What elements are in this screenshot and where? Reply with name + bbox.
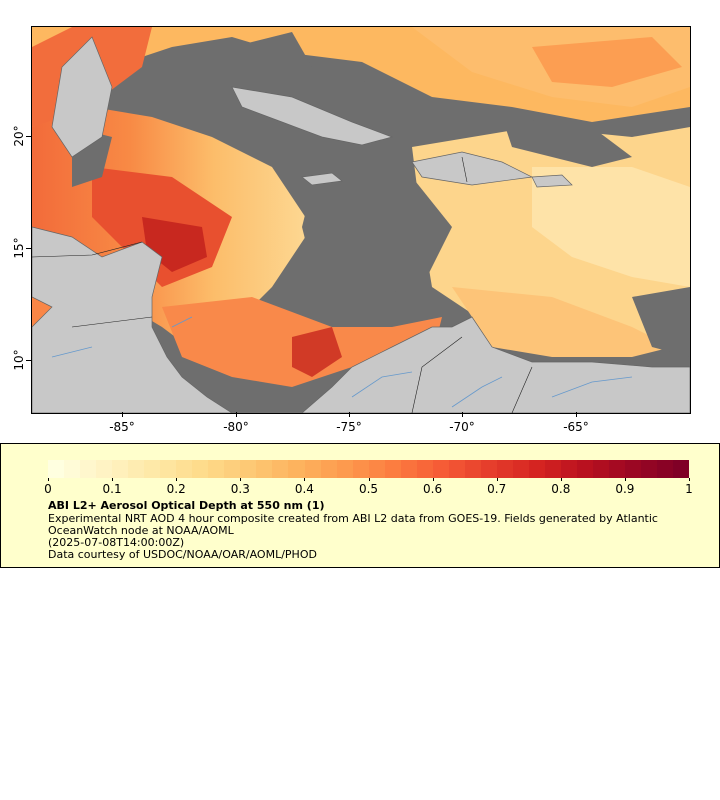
colorbar-swatch [240,460,257,478]
colorbar [48,460,690,478]
colorbar-label: 0.6 [423,482,443,496]
rivers [51,316,633,408]
colorbar-swatch [512,460,529,478]
lat-tick-label: 20° [12,125,26,147]
colorbar-swatch [448,460,465,478]
colorbar-swatch [416,460,433,478]
colorbar-tick [689,478,690,481]
colorbar-swatch [496,460,513,478]
colorbar-swatch [112,460,129,478]
colorbar-tick [432,478,434,481]
colorbar-swatch [528,460,545,478]
colorbar-tick [560,478,562,481]
lon-tick-label: -80° [223,420,249,434]
colorbar-swatch [336,460,353,478]
legend-title: ABI L2+ Aerosol Optical Depth at 550 nm … [48,499,325,512]
colorbar-swatch [384,460,401,478]
colorbar-label: 1 [685,482,693,496]
legend-date: (2025-07-08T14:00:00Z) [48,536,185,549]
colorbar-tick [240,478,242,481]
colorbar-label: 0.8 [551,482,571,496]
lon-tick-label: -75° [336,420,362,434]
colorbar-swatch [144,460,161,478]
colorbar-swatch [657,460,674,478]
colorbar-swatch [593,460,610,478]
colorbar-swatch [224,460,241,478]
colorbar-swatch [272,460,289,478]
colorbar-swatch [561,460,578,478]
colorbar-swatch [256,460,273,478]
land-masses [32,36,690,413]
colorbar-tick [368,478,370,481]
lat-tick-label: 10° [12,349,26,371]
colorbar-swatch [673,460,690,478]
colorbar-label: 0.1 [102,482,122,496]
colorbar-label: 0.3 [230,482,250,496]
colorbar-swatch [288,460,305,478]
colorbar-swatch [577,460,594,478]
colorbar-swatch [80,460,97,478]
colorbar-swatch [176,460,193,478]
colorbar-swatch [544,460,561,478]
colorbar-label: 0 [44,482,52,496]
legend-credit: Data courtesy of USDOC/NOAA/OAR/AOML/PHO… [48,548,317,561]
map-canvas [32,27,690,413]
colorbar-tick [624,478,626,481]
colorbar-tick [112,478,114,481]
colorbar-swatch [64,460,81,478]
lon-tick-label: -85° [109,420,135,434]
colorbar-tick [48,478,49,481]
lon-tick-label: -70° [449,420,475,434]
colorbar-swatch [400,460,417,478]
colorbar-swatch [641,460,658,478]
colorbar-label: 0.4 [294,482,314,496]
country-borders [32,156,533,413]
colorbar-label: 0.9 [615,482,635,496]
colorbar-swatch [464,460,481,478]
colorbar-swatch [480,460,497,478]
colorbar-swatch [625,460,642,478]
colorbar-swatch [432,460,449,478]
colorbar-swatch [48,460,65,478]
colorbar-swatch [609,460,626,478]
colorbar-swatch [96,460,113,478]
colorbar-label: 0.5 [358,482,379,496]
colorbar-swatch [208,460,225,478]
colorbar-swatch [352,460,369,478]
colorbar-tick [496,478,498,481]
colorbar-swatch [160,460,177,478]
legend-description: Experimental NRT AOD 4 hour composite cr… [48,512,658,537]
lat-tick-label: 15° [12,237,26,259]
colorbar-tick [176,478,178,481]
colorbar-label: 0.7 [487,482,507,496]
colorbar-swatch [368,460,385,478]
colorbar-swatch [192,460,209,478]
aod-map[interactable] [31,26,691,414]
colorbar-swatch [320,460,337,478]
colorbar-swatch [128,460,145,478]
lon-tick-label: -65° [563,420,589,434]
colorbar-tick [304,478,306,481]
colorbar-label: 0.2 [166,482,186,496]
colorbar-swatch [304,460,321,478]
